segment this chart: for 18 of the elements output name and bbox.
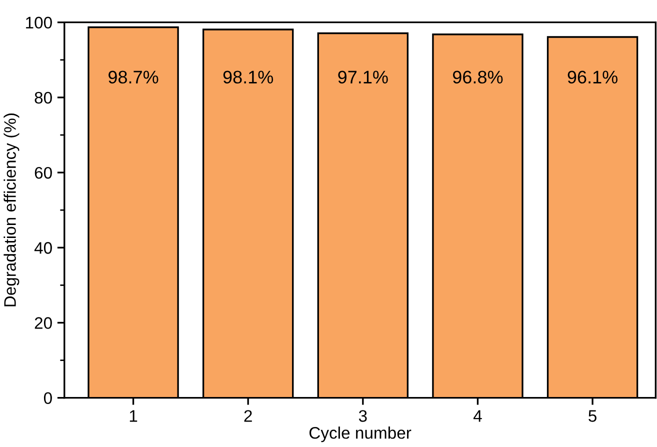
y-tick-label: 20	[34, 317, 52, 329]
data-label: 98.7%	[108, 70, 158, 84]
y-tick-label: 80	[34, 92, 52, 104]
data-label: 96.1%	[568, 70, 618, 84]
data-label: 98.1%	[223, 70, 274, 84]
x-tick-label: 1	[130, 410, 138, 422]
x-tick-label: 4	[473, 410, 482, 422]
x-tick-label: 5	[588, 410, 596, 422]
y-tick-label: 40	[34, 242, 52, 254]
y-axis-title: Degradation efficiency (%)	[4, 114, 20, 306]
x-axis-title: Cycle number	[309, 426, 412, 442]
y-tick-label: 0	[44, 392, 52, 404]
y-tick-label: 60	[34, 166, 52, 179]
x-tick-label: 2	[244, 410, 252, 422]
data-label: 96.8%	[452, 70, 503, 84]
x-tick-label: 3	[358, 410, 367, 422]
data-label: 97.1%	[338, 70, 388, 84]
y-tick-label: 100	[26, 16, 52, 29]
